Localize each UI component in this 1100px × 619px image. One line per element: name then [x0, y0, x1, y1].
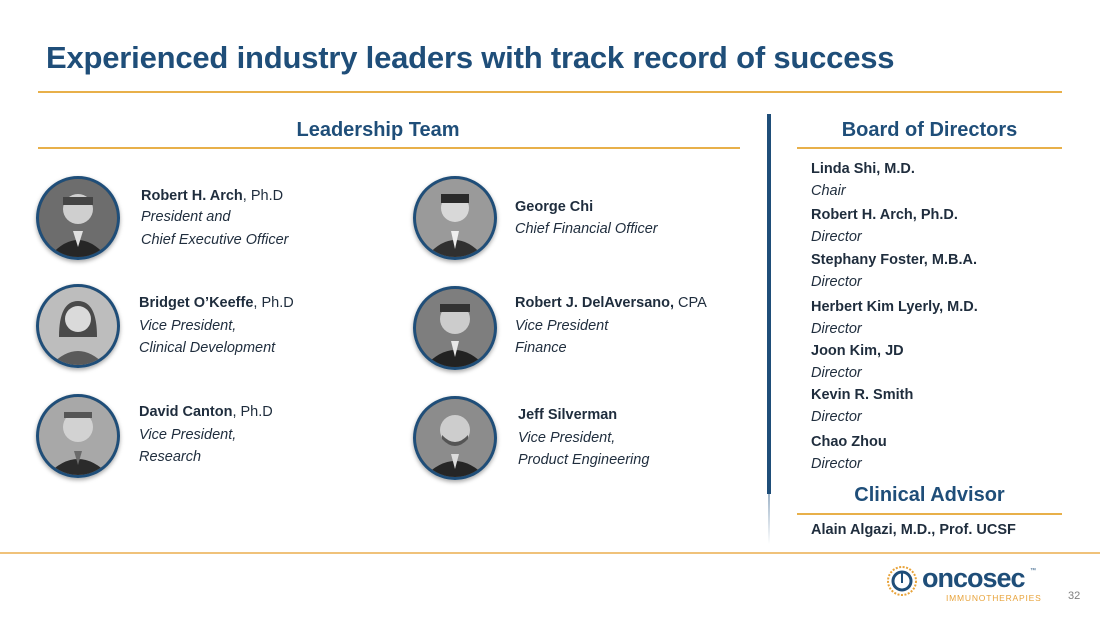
logo-subtitle: IMMUNOTHERAPIES: [946, 593, 1042, 603]
person-role: Clinical Development: [139, 340, 276, 356]
avatar: [36, 394, 120, 478]
advisor-underline: [797, 513, 1062, 515]
avatar: [413, 286, 497, 370]
board-member-role: Director: [811, 456, 862, 472]
leadership-heading: Leadership Team: [296, 119, 460, 141]
portrait-icon: [39, 397, 117, 475]
person-name: Jeff Silverman: [518, 407, 618, 423]
leadership-underline: [38, 147, 740, 149]
person-name: Robert H. Arch, Ph.D: [141, 188, 284, 204]
logo-trademark: ™: [1030, 568, 1036, 574]
board-member-name: Joon Kim, JD: [811, 343, 904, 359]
portrait-icon: [416, 179, 494, 257]
portrait-icon: [416, 289, 494, 367]
board-member-role: Director: [811, 365, 862, 381]
column-divider-fade: [768, 494, 770, 544]
person-name: George Chi: [515, 199, 594, 215]
advisor-name: Alain Algazi, M.D., Prof. UCSF: [811, 522, 1016, 538]
avatar: [36, 176, 120, 260]
page-number: 32: [1068, 590, 1081, 602]
portrait-icon: [416, 399, 494, 477]
person-role: Vice President: [515, 318, 609, 334]
logo-wordmark: oncosec: [922, 563, 1026, 593]
avatar: [36, 284, 120, 368]
footer-rule: [0, 552, 1100, 554]
logo-mark-icon: [887, 566, 917, 596]
person-role: Chief Executive Officer: [141, 232, 289, 248]
board-member: Robert H. Arch, Ph.D. Director: [811, 204, 958, 248]
person-name: David Canton, Ph.D: [139, 404, 273, 420]
company-logo: oncosec ™ IMMUNOTHERAPIES: [886, 563, 1041, 605]
board-member: Linda Shi, M.D. Chair: [811, 158, 915, 202]
board-member-name: Kevin R. Smith: [811, 387, 914, 403]
column-divider: [767, 114, 771, 494]
avatar: [413, 176, 497, 260]
board-member-role: Director: [811, 274, 862, 290]
portrait-icon: [39, 287, 117, 365]
person-role: Finance: [515, 340, 567, 356]
person-role: Chief Financial Officer: [515, 221, 658, 237]
person-name: Robert J. DelAversano, CPA: [515, 295, 707, 311]
person-role: Vice President,: [518, 430, 616, 446]
board-member-name: Robert H. Arch, Ph.D.: [811, 207, 958, 223]
board-member: Kevin R. Smith Director: [811, 384, 913, 428]
person-role: Vice President,: [139, 318, 237, 334]
person-role: Research: [139, 449, 202, 465]
person-name: Bridget O’Keeffe, Ph.D: [139, 295, 294, 311]
avatar: [413, 396, 497, 480]
board-member-name: Herbert Kim Lyerly, M.D.: [811, 299, 978, 315]
board-member-role: Chair: [811, 183, 846, 199]
board-member: Chao Zhou Director: [811, 431, 887, 475]
board-member: Joon Kim, JD Director: [811, 340, 904, 384]
board-member: Stephany Foster, M.B.A. Director: [811, 249, 977, 293]
person-role: Vice President,: [139, 427, 237, 443]
page-title: Experienced industry leaders with track …: [46, 40, 895, 75]
board-member-name: Linda Shi, M.D.: [811, 161, 915, 177]
board-underline: [797, 147, 1062, 149]
board-member-name: Chao Zhou: [811, 434, 887, 450]
person-role: Product Engineering: [518, 452, 650, 468]
board-member-role: Director: [811, 409, 862, 425]
person-role: President and: [141, 209, 231, 225]
board-member-name: Stephany Foster, M.B.A.: [811, 252, 977, 268]
portrait-icon: [39, 179, 117, 257]
board-heading: Board of Directors: [841, 119, 1018, 141]
advisor-heading: Clinical Advisor: [854, 484, 1005, 506]
board-member-role: Director: [811, 229, 862, 245]
board-member: Herbert Kim Lyerly, M.D. Director: [811, 296, 978, 340]
title-underline: [38, 91, 1062, 93]
board-member-role: Director: [811, 321, 862, 337]
